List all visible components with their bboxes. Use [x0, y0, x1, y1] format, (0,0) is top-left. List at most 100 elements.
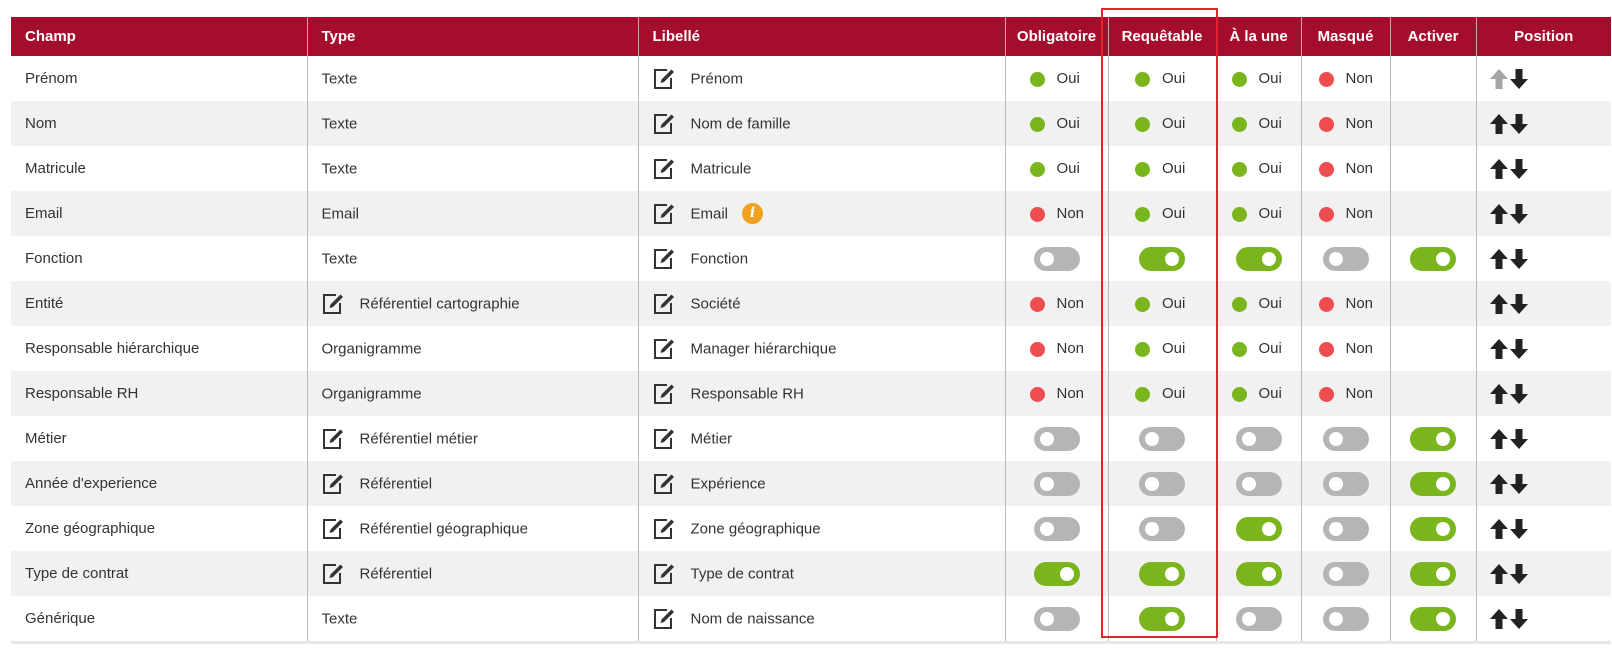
- status-dot-icon: [1231, 386, 1247, 402]
- edit-icon[interactable]: [653, 203, 675, 225]
- arrow-up-icon[interactable]: [1489, 608, 1509, 630]
- arrow-down-icon[interactable]: [1509, 338, 1529, 360]
- edit-icon[interactable]: [322, 563, 344, 585]
- edit-icon[interactable]: [322, 293, 344, 315]
- status-label: Oui: [1162, 160, 1186, 177]
- requetable-toggle[interactable]: [1139, 606, 1185, 631]
- edit-icon[interactable]: [653, 383, 675, 405]
- une-toggle[interactable]: [1235, 426, 1282, 451]
- une-toggle[interactable]: [1235, 471, 1282, 496]
- obligatoire-toggle[interactable]: [1033, 561, 1080, 586]
- une-toggle[interactable]: [1235, 606, 1282, 631]
- type-label: Référentiel métier: [359, 430, 478, 447]
- une-toggle[interactable]: [1235, 246, 1282, 271]
- obligatoire-toggle[interactable]: [1033, 246, 1080, 271]
- arrow-up-icon[interactable]: [1489, 293, 1509, 315]
- arrow-up-icon[interactable]: [1489, 383, 1509, 405]
- edit-icon[interactable]: [653, 428, 675, 450]
- requetable-toggle[interactable]: [1139, 246, 1185, 271]
- edit-icon[interactable]: [653, 293, 675, 315]
- arrow-down-icon[interactable]: [1509, 428, 1529, 450]
- type-label: Texte: [321, 160, 358, 178]
- libelle-cell: Nom de naissance: [637, 596, 1005, 644]
- arrow-down-icon[interactable]: [1509, 68, 1529, 90]
- status-label: Non: [1345, 385, 1374, 402]
- table-row: Année d'experience Référentiel Expérience: [11, 461, 1611, 506]
- arrow-down-icon[interactable]: [1509, 608, 1529, 630]
- header-type: Type: [306, 17, 638, 56]
- obligatoire-toggle[interactable]: [1033, 606, 1080, 631]
- requetable-toggle[interactable]: [1139, 516, 1185, 541]
- une-cell: Oui: [1215, 281, 1301, 326]
- masque-toggle[interactable]: [1322, 606, 1369, 631]
- status-dot-icon: [1231, 116, 1247, 132]
- arrow-up-icon[interactable]: [1489, 518, 1509, 540]
- arrow-down-icon[interactable]: [1509, 113, 1529, 135]
- masque-cell: Non: [1300, 101, 1390, 146]
- edit-icon[interactable]: [322, 473, 344, 495]
- requetable-cell: Oui: [1107, 101, 1216, 146]
- libelle-label: Type de contrat: [690, 565, 794, 582]
- une-toggle[interactable]: [1235, 561, 1282, 586]
- edit-icon[interactable]: [322, 428, 344, 450]
- arrow-up-icon[interactable]: [1489, 338, 1509, 360]
- activer-toggle[interactable]: [1410, 606, 1456, 631]
- edit-icon[interactable]: [653, 473, 675, 495]
- arrow-up-icon[interactable]: [1489, 113, 1509, 135]
- requetable-toggle[interactable]: [1139, 426, 1185, 451]
- edit-icon[interactable]: [653, 158, 675, 180]
- requetable-cell: Oui: [1107, 371, 1216, 416]
- arrow-down-icon[interactable]: [1509, 563, 1529, 585]
- requetable-cell: Oui: [1107, 191, 1216, 236]
- obligatoire-toggle[interactable]: [1033, 426, 1080, 451]
- edit-icon[interactable]: [653, 563, 675, 585]
- champ-cell: Générique: [11, 596, 307, 644]
- requetable-toggle[interactable]: [1139, 561, 1185, 586]
- libelle-cell: Email i: [637, 191, 1005, 236]
- masque-toggle[interactable]: [1322, 246, 1369, 271]
- arrow-down-icon[interactable]: [1509, 518, 1529, 540]
- activer-toggle[interactable]: [1410, 426, 1456, 451]
- une-cell: Oui: [1215, 101, 1301, 146]
- edit-icon[interactable]: [653, 68, 675, 90]
- masque-toggle[interactable]: [1322, 516, 1369, 541]
- arrow-up-icon[interactable]: [1489, 248, 1509, 270]
- edit-icon[interactable]: [653, 113, 675, 135]
- arrow-up-icon[interactable]: [1489, 428, 1509, 450]
- edit-icon[interactable]: [653, 518, 675, 540]
- edit-icon[interactable]: [653, 338, 675, 360]
- arrow-down-icon[interactable]: [1509, 383, 1529, 405]
- type-label: Référentiel géographique: [359, 520, 528, 537]
- arrow-down-icon[interactable]: [1509, 158, 1529, 180]
- arrow-up-icon[interactable]: [1489, 563, 1509, 585]
- masque-toggle[interactable]: [1322, 426, 1369, 451]
- type-cell: Référentiel: [306, 461, 638, 506]
- activer-toggle[interactable]: [1410, 516, 1456, 541]
- obligatoire-cell: Non: [1004, 281, 1108, 326]
- arrow-up-icon[interactable]: [1489, 203, 1509, 225]
- une-toggle[interactable]: [1235, 516, 1282, 541]
- obligatoire-toggle[interactable]: [1033, 516, 1080, 541]
- masque-toggle[interactable]: [1322, 561, 1369, 586]
- une-status: Oui: [1231, 115, 1288, 132]
- obligatoire-toggle[interactable]: [1033, 471, 1080, 496]
- champ-cell: Responsable hiérarchique: [11, 326, 307, 371]
- status-label: Non: [1056, 295, 1085, 312]
- arrow-down-icon[interactable]: [1509, 473, 1529, 495]
- requetable-toggle[interactable]: [1139, 471, 1185, 496]
- activer-toggle[interactable]: [1410, 471, 1456, 496]
- edit-icon[interactable]: [653, 608, 675, 630]
- requetable-cell: Oui: [1107, 281, 1216, 326]
- arrow-down-icon[interactable]: [1509, 248, 1529, 270]
- arrow-up-icon[interactable]: [1489, 158, 1509, 180]
- edit-icon[interactable]: [322, 518, 344, 540]
- activer-toggle[interactable]: [1410, 246, 1456, 271]
- arrow-down-icon[interactable]: [1509, 293, 1529, 315]
- position-cell: [1475, 236, 1611, 281]
- arrow-down-icon[interactable]: [1509, 203, 1529, 225]
- edit-icon[interactable]: [653, 248, 675, 270]
- masque-toggle[interactable]: [1322, 471, 1369, 496]
- arrow-up-icon[interactable]: [1489, 473, 1509, 495]
- info-icon[interactable]: i: [742, 203, 764, 224]
- activer-toggle[interactable]: [1410, 561, 1456, 586]
